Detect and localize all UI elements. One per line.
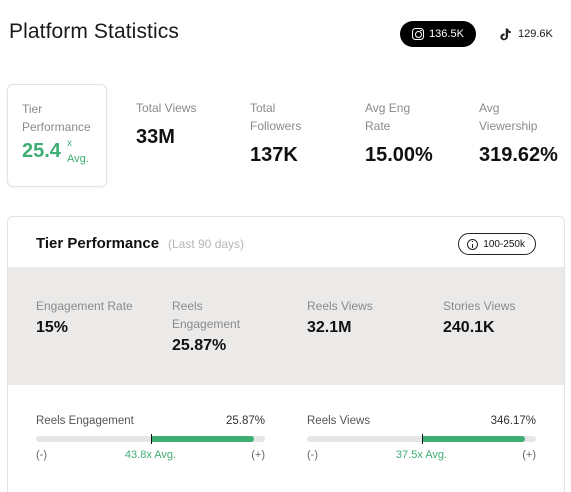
meter-reels-engagement: Reels Engagement 25.87% (-) 43.8x Avg. (… [36, 415, 265, 463]
instagram-count: 136.5K [429, 28, 464, 40]
meter-max-label: (+) [251, 449, 265, 461]
meter-avg-marker [150, 434, 152, 444]
tier-performance-panel: Tier Performance (Last 90 days) 100-250k… [7, 216, 565, 492]
follower-range-badge[interactable]: 100-250k [458, 233, 536, 255]
stat-label: Total Views [136, 101, 197, 115]
tier-stat-reels-views: Reels Views 32.1M [307, 297, 417, 337]
tier-stat-reels-engagement: Reels Engagement 25.87% [172, 297, 272, 355]
stat-label: Reels Engagement [172, 299, 241, 331]
tier-stat-stories-views: Stories Views 240.1K [443, 297, 553, 337]
tier-stat-engagement-rate: Engagement Rate 15% [36, 297, 136, 337]
meter-track [36, 434, 265, 444]
instagram-icon [412, 28, 425, 40]
meter-avg-label: 37.5x Avg. [395, 449, 448, 461]
stat-total-views: Total Views 33M [136, 99, 236, 149]
meter-value: 25.87% [225, 415, 265, 427]
panel-title: Tier Performance [36, 235, 160, 252]
page-title: Platform Statistics [9, 20, 179, 43]
stat-label: Reels Views [307, 299, 373, 313]
stat-value: 240.1K [443, 319, 495, 336]
follower-range-label: 100-250k [483, 238, 525, 250]
meter-value: 346.17% [490, 415, 536, 427]
stat-value: 33M [136, 126, 175, 148]
stat-value: 15% [36, 319, 69, 336]
summary-row: Tier Performance 25.4 x Avg. Total Views… [7, 84, 571, 187]
tier-performance-suffix-avg: Avg. [67, 153, 89, 165]
stat-avg-eng-rate: Avg Eng Rate 15.00% [365, 99, 435, 167]
stat-label: Stories Views [443, 299, 516, 313]
stat-value: 319.62% [479, 144, 558, 166]
panel-header: Tier Performance (Last 90 days) 100-250k [8, 217, 564, 267]
instagram-platform-button[interactable]: 136.5K [400, 21, 476, 47]
tier-stats-band: Engagement Rate 15% Reels Engagement 25.… [8, 267, 564, 385]
stat-label: Avg Viewership [479, 101, 538, 133]
info-icon [467, 238, 479, 250]
meter-label: Reels Engagement [36, 415, 134, 427]
meter-track [307, 434, 536, 444]
tier-performance-suffix-x: x [67, 138, 72, 149]
meter-max-label: (+) [522, 449, 536, 461]
stat-avg-viewership: Avg Viewership 319.62% [479, 99, 559, 167]
stat-label: Engagement Rate [36, 299, 133, 313]
tier-performance-value: 25.4 [22, 140, 61, 162]
panel-subtitle: (Last 90 days) [168, 237, 245, 251]
stat-value: 32.1M [307, 319, 352, 336]
tiktok-platform-button[interactable]: 129.6K [500, 21, 564, 47]
meter-min-label: (-) [307, 449, 318, 461]
meter-fill [421, 436, 525, 442]
meter-reels-views: Reels Views 346.17% (-) 37.5x Avg. (+) [307, 415, 536, 463]
tier-performance-label: Tier Performance [22, 102, 91, 134]
meter-avg-label: 43.8x Avg. [124, 449, 177, 461]
stat-total-followers: Total Followers 137K [250, 99, 320, 167]
tiktok-count: 129.6K [518, 28, 553, 40]
meter-label: Reels Views [307, 415, 371, 427]
tier-performance-card: Tier Performance 25.4 x Avg. [7, 84, 107, 187]
tiktok-icon [500, 28, 511, 40]
stat-value: 25.87% [172, 337, 227, 354]
meter-avg-marker [421, 434, 423, 444]
stat-value: 15.00% [365, 144, 433, 166]
stat-value: 137K [250, 144, 298, 166]
stat-label: Total Followers [250, 101, 302, 133]
meter-fill [150, 436, 254, 442]
stat-label: Avg Eng Rate [365, 101, 411, 133]
meter-min-label: (-) [36, 449, 47, 461]
